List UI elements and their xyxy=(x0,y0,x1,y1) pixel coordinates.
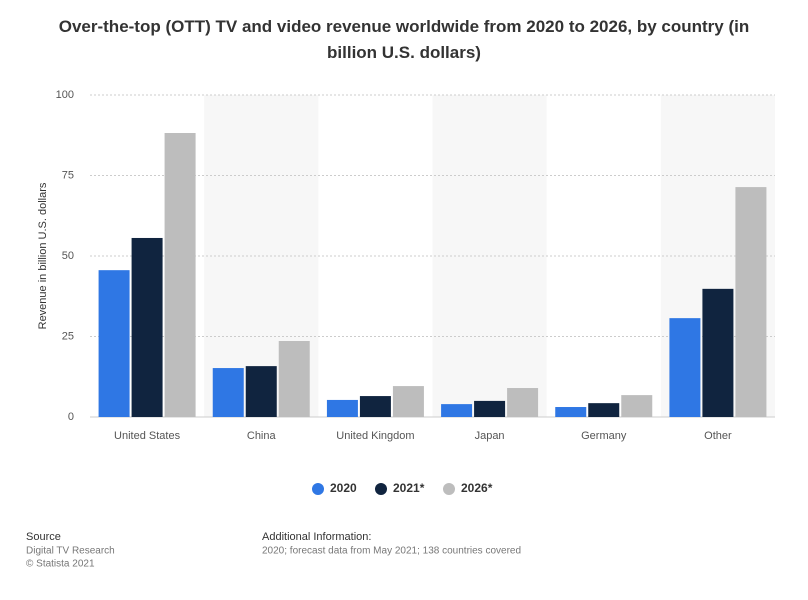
bar xyxy=(164,132,196,417)
info: 2020; forecast data from May 2021; 138 c… xyxy=(262,546,521,557)
y-tick-label: 100 xyxy=(56,89,74,101)
x-tick-label: Japan xyxy=(475,430,505,442)
y-tick-label: 0 xyxy=(68,411,74,423)
x-tick-label: Germany xyxy=(581,430,627,442)
bar xyxy=(588,403,620,417)
bar xyxy=(669,318,701,417)
x-tick-label: Other xyxy=(704,430,732,442)
bar xyxy=(392,386,424,417)
bar xyxy=(326,399,358,417)
legend-marker xyxy=(312,483,324,495)
x-tick-label: United Kingdom xyxy=(336,430,414,442)
bar xyxy=(98,270,130,417)
bar xyxy=(507,388,539,417)
band xyxy=(432,95,547,417)
bar xyxy=(359,396,391,417)
bar xyxy=(735,187,767,417)
y-tick-label: 75 xyxy=(62,169,74,181)
bar xyxy=(555,407,587,417)
legend-label: 2026* xyxy=(461,481,493,495)
legend-label: 2021* xyxy=(393,481,425,495)
bar xyxy=(278,341,310,417)
source-heading: Source xyxy=(26,531,61,543)
bar xyxy=(621,395,653,417)
x-tick-label: United States xyxy=(114,430,181,442)
x-tick-label: China xyxy=(247,430,277,442)
bar xyxy=(441,404,473,417)
bar xyxy=(702,288,734,417)
legend-label: 2020 xyxy=(330,481,357,495)
source: Digital TV Research xyxy=(26,546,115,557)
y-tick-label: 25 xyxy=(62,330,74,342)
bar xyxy=(245,366,277,417)
bar xyxy=(212,368,244,417)
chart-title: Over-the-top (OTT) TV and video revenue … xyxy=(59,17,750,62)
legend-marker xyxy=(443,483,455,495)
legend-marker xyxy=(375,483,387,495)
bar xyxy=(474,400,506,417)
info-heading: Additional Information: xyxy=(262,531,371,543)
bar xyxy=(131,237,163,417)
copyright: © Statista 2021 xyxy=(26,559,95,570)
y-tick-label: 50 xyxy=(62,250,74,262)
y-axis-label: Revenue in billion U.S. dollars xyxy=(37,182,49,329)
